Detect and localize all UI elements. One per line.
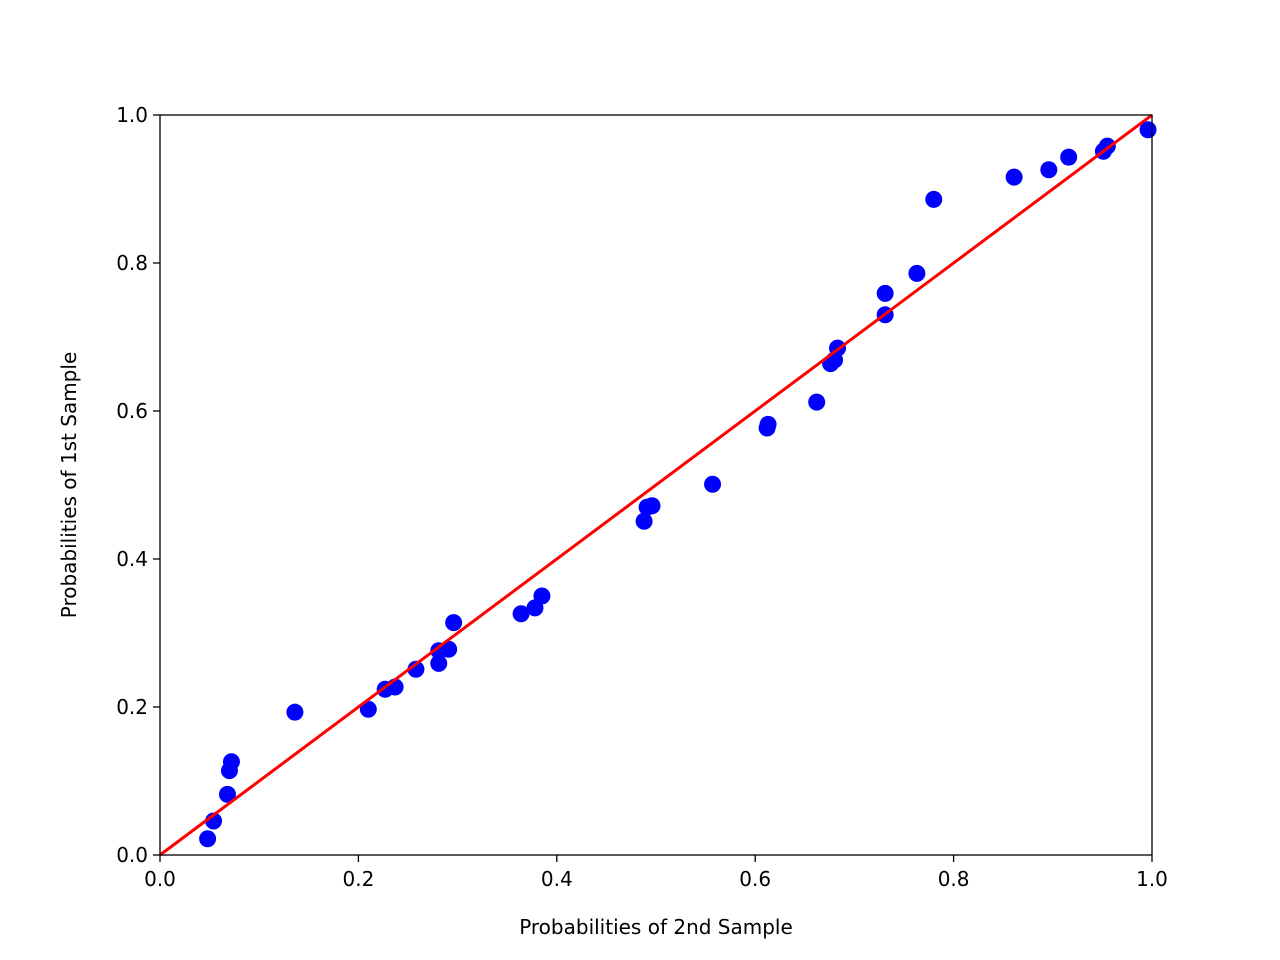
data-point [908, 264, 926, 282]
data-point [643, 497, 661, 515]
data-point [1040, 161, 1058, 179]
data-point [512, 605, 530, 623]
y-tick-label: 0.6 [116, 399, 148, 423]
y-axis-label: Probabilities of 1st Sample [57, 352, 81, 619]
x-tick-label: 0.6 [739, 867, 771, 891]
data-point [704, 475, 722, 493]
x-tick-label: 0.2 [342, 867, 374, 891]
y-tick-label: 0.2 [116, 695, 148, 719]
x-tick-label: 0.8 [938, 867, 970, 891]
x-tick-label: 0.4 [541, 867, 573, 891]
x-tick-label: 0.0 [144, 867, 176, 891]
data-point [635, 512, 653, 530]
data-point [925, 190, 943, 208]
data-point [359, 700, 377, 718]
y-tick-label: 1.0 [116, 103, 148, 127]
data-point [286, 703, 304, 721]
reference-line [159, 113, 1153, 857]
plot-area [159, 113, 1157, 857]
data-point [199, 830, 217, 848]
data-point [533, 587, 551, 605]
data-point [445, 614, 463, 632]
data-point [1005, 168, 1023, 186]
y-tick-label: 0.4 [116, 547, 148, 571]
y-tick-label: 0.0 [116, 843, 148, 867]
data-point [407, 660, 425, 678]
data-point [876, 284, 894, 302]
y-axis-ticks: 0.0 0.2 0.4 0.6 0.8 1.0 [116, 103, 160, 867]
data-point [222, 753, 240, 771]
axes-frame [159, 114, 1153, 856]
y-tick-label: 0.8 [116, 251, 148, 275]
data-point [440, 640, 458, 658]
x-axis-label: Probabilities of 2nd Sample [519, 915, 793, 939]
data-point [430, 654, 448, 672]
x-axis-ticks: 0.0 0.2 0.4 0.6 0.8 1.0 [144, 855, 1168, 891]
data-point [1060, 148, 1078, 166]
data-point [759, 415, 777, 433]
data-point [808, 393, 826, 411]
data-point [218, 785, 236, 803]
x-tick-label: 1.0 [1136, 867, 1168, 891]
